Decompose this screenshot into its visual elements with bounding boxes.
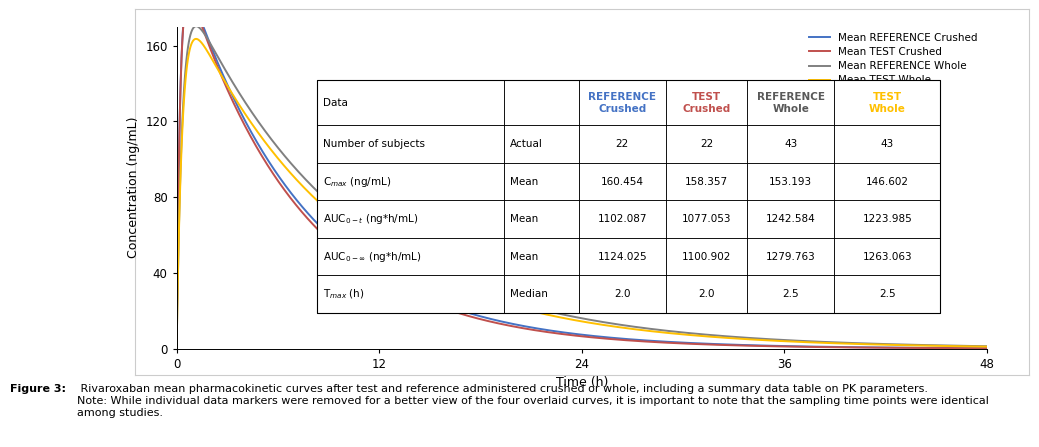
Bar — [747, 200, 834, 238]
Text: Rivaroxaban mean pharmacokinetic curves after test and reference administered cr: Rivaroxaban mean pharmacokinetic curves … — [77, 384, 989, 417]
Bar — [317, 126, 504, 163]
Bar — [834, 275, 940, 313]
Text: 2.0: 2.0 — [614, 289, 631, 299]
Text: AUC$_{0-\infty}$ (ng*h/mL): AUC$_{0-\infty}$ (ng*h/mL) — [323, 250, 422, 264]
Text: 158.357: 158.357 — [685, 177, 728, 187]
Text: T$_{max}$ (h): T$_{max}$ (h) — [323, 287, 365, 301]
Text: REFERENCE
Whole: REFERENCE Whole — [756, 92, 825, 114]
Text: 1242.584: 1242.584 — [766, 214, 816, 224]
Text: 146.602: 146.602 — [865, 177, 909, 187]
Text: Mean: Mean — [510, 177, 538, 187]
Bar — [504, 80, 579, 126]
Bar — [834, 126, 940, 163]
Text: 160.454: 160.454 — [601, 177, 644, 187]
Bar — [579, 275, 666, 313]
Text: Data: Data — [323, 98, 348, 108]
Text: 2.5: 2.5 — [782, 289, 799, 299]
Bar — [504, 238, 579, 275]
Bar — [317, 80, 504, 126]
Bar — [747, 126, 834, 163]
Bar — [317, 238, 504, 275]
Text: AUC$_{0-t}$ (ng*h/mL): AUC$_{0-t}$ (ng*h/mL) — [323, 212, 419, 226]
Bar — [666, 200, 747, 238]
Text: TEST
Whole: TEST Whole — [869, 92, 906, 114]
Bar — [317, 163, 504, 200]
Bar — [504, 126, 579, 163]
Text: Median: Median — [510, 289, 548, 299]
Text: Number of subjects: Number of subjects — [323, 139, 425, 149]
Bar — [747, 163, 834, 200]
Text: 1279.763: 1279.763 — [766, 252, 816, 261]
Text: Mean: Mean — [510, 214, 538, 224]
Text: 22: 22 — [616, 139, 629, 149]
Bar — [747, 80, 834, 126]
Text: 153.193: 153.193 — [769, 177, 812, 187]
Text: 2.5: 2.5 — [879, 289, 896, 299]
Bar — [504, 275, 579, 313]
Bar — [666, 80, 747, 126]
Bar — [747, 275, 834, 313]
Bar — [579, 200, 666, 238]
Bar — [834, 200, 940, 238]
Bar — [579, 126, 666, 163]
Text: 43: 43 — [881, 139, 894, 149]
Text: 1124.025: 1124.025 — [597, 252, 647, 261]
Text: Figure 3:: Figure 3: — [10, 384, 66, 394]
Bar — [579, 238, 666, 275]
Bar — [834, 163, 940, 200]
Bar — [579, 80, 666, 126]
Text: Actual: Actual — [510, 139, 543, 149]
Text: REFERENCE
Crushed: REFERENCE Crushed — [588, 92, 657, 114]
Text: Mean: Mean — [510, 252, 538, 261]
Text: 2.0: 2.0 — [698, 289, 715, 299]
Text: TEST
Crushed: TEST Crushed — [683, 92, 730, 114]
Bar — [666, 163, 747, 200]
Bar — [747, 238, 834, 275]
Text: C$_{max}$ (ng/mL): C$_{max}$ (ng/mL) — [323, 175, 392, 189]
Bar — [834, 238, 940, 275]
Text: 1102.087: 1102.087 — [597, 214, 647, 224]
Bar — [504, 200, 579, 238]
Bar — [666, 238, 747, 275]
Bar — [834, 80, 940, 126]
X-axis label: Time (h): Time (h) — [556, 376, 608, 389]
Bar — [579, 163, 666, 200]
Bar — [317, 275, 504, 313]
Text: 22: 22 — [700, 139, 713, 149]
Text: 1263.063: 1263.063 — [862, 252, 912, 261]
Text: 43: 43 — [784, 139, 797, 149]
Bar — [666, 126, 747, 163]
Legend: Mean REFERENCE Crushed, Mean TEST Crushed, Mean REFERENCE Whole, Mean TEST Whole: Mean REFERENCE Crushed, Mean TEST Crushe… — [805, 29, 982, 90]
Y-axis label: Concentration (ng/mL): Concentration (ng/mL) — [127, 117, 139, 258]
Text: 1100.902: 1100.902 — [682, 252, 731, 261]
FancyBboxPatch shape — [317, 80, 940, 313]
Bar — [317, 200, 504, 238]
Text: 1077.053: 1077.053 — [682, 214, 731, 224]
Bar — [666, 275, 747, 313]
Text: 1223.985: 1223.985 — [862, 214, 912, 224]
Bar — [504, 163, 579, 200]
